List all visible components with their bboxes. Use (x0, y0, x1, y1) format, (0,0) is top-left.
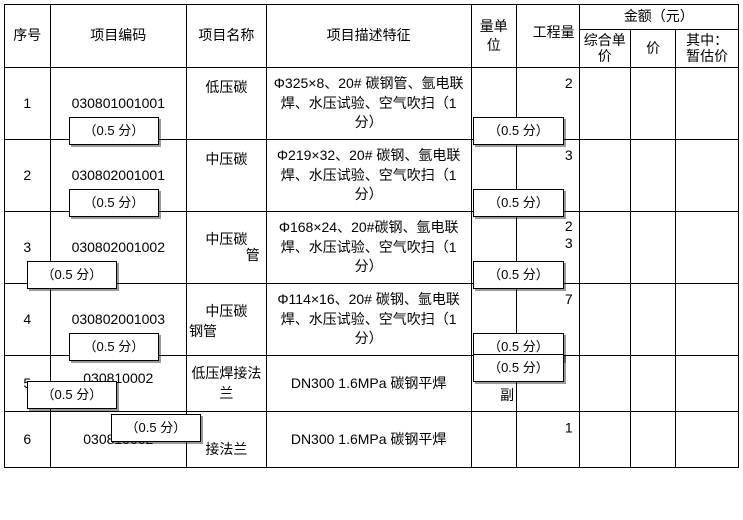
code-text: 030802001001 (72, 167, 165, 183)
table-row: 2 030802001001 （0.5 分） 中压碳 Φ219×32、20# 碳… (5, 140, 739, 212)
cell-est-price (676, 284, 739, 356)
cell-sub-price (630, 68, 676, 140)
table-row: 5 030810002 （0.5 分） 低压焊接法兰 DN300 1.6MPa … (5, 356, 739, 412)
cell-qty: 2 （0.5 分） (517, 68, 580, 140)
cell-comb-price (579, 140, 630, 212)
name-suffix: 钢管 (189, 322, 217, 342)
cell-name: 中压碳 管 (187, 212, 267, 284)
cell-desc: DN300 1.6MPa 碳钢平焊 (266, 412, 471, 468)
cell-qty: （0.5 分） (517, 356, 580, 412)
code-text: 030801001001 (72, 95, 165, 111)
project-table: 序号 项目编码 项目名称 项目描述特征 量单位 工程量 金额（元） 综合单价 价… (4, 4, 739, 468)
score-overlay: （0.5 分） (473, 117, 564, 145)
table-row: 6 030810002 （0.5 分） 接法兰 DN300 1.6MPa 碳钢平… (5, 412, 739, 468)
cell-comb-price (579, 212, 630, 284)
name-suffix: 管 (246, 246, 260, 266)
cell-est-price (676, 356, 739, 412)
header-name: 项目名称 (187, 5, 267, 68)
cell-seq: 2 (5, 140, 51, 212)
score-overlay: （0.5 分） (69, 333, 160, 361)
header-qty: 工程量 (517, 5, 580, 68)
cell-desc: DN300 1.6MPa 碳钢平焊 (266, 356, 471, 412)
cell-est-price (676, 68, 739, 140)
cell-comb-price (579, 284, 630, 356)
cell-sub-price (630, 356, 676, 412)
header-unit: 量单位 (471, 5, 517, 68)
cell-name: 低压碳 (187, 68, 267, 140)
cell-est-price (676, 412, 739, 468)
qty-text: 1 (565, 420, 573, 436)
cell-code: 030801001001 （0.5 分） (50, 68, 187, 140)
cell-seq: 6 (5, 412, 51, 468)
cell-comb-price (579, 412, 630, 468)
cell-qty: 3 （0.5 分） (517, 140, 580, 212)
score-overlay: （0.5 分） (473, 354, 564, 382)
score-overlay: （0.5 分） (473, 189, 564, 217)
name-text: 中压碳 (191, 302, 262, 322)
cell-desc: Φ325×8、20# 碳钢管、氩电联焊、水压试验、空气吹扫（1 分） (266, 68, 471, 140)
header-sub-price: 价 (630, 29, 676, 68)
cell-code: 030810002 （0.5 分） (50, 356, 187, 412)
cell-seq: 1 (5, 68, 51, 140)
cell-code: 030802001002 （0.5 分） (50, 212, 187, 284)
qty-text: 3 (565, 147, 573, 163)
score-overlay: （0.5 分） (69, 117, 160, 145)
code-text: 030802001003 (72, 311, 165, 327)
cell-est-price (676, 212, 739, 284)
cell-name: 中压碳 (187, 140, 267, 212)
table-row: 3 030802001002 （0.5 分） 中压碳 管 Φ168×24、20#… (5, 212, 739, 284)
cell-desc: Φ168×24、20#碳钢、氩电联焊、水压试验、空气吹扫（1 分） (266, 212, 471, 284)
cell-qty: 7 （0.5 分） (517, 284, 580, 356)
cell-seq: 4 (5, 284, 51, 356)
cell-name: 中压碳 钢管 (187, 284, 267, 356)
header-est-price: 其中：暂估价 (676, 29, 739, 68)
table-row: 4 030802001003 （0.5 分） 中压碳 钢管 Φ114×16、20… (5, 284, 739, 356)
cell-sub-price (630, 212, 676, 284)
header-seq: 序号 (5, 5, 51, 68)
qty-text: 7 (565, 291, 573, 307)
score-overlay: （0.5 分） (27, 261, 118, 289)
qty-text: 2 (565, 218, 573, 234)
score-overlay: （0.5 分） (27, 381, 118, 409)
qty-text-2: 3 (565, 235, 573, 251)
cell-comb-price (579, 356, 630, 412)
table-row: 1 030801001001 （0.5 分） 低压碳 Φ325×8、20# 碳钢… (5, 68, 739, 140)
cell-sub-price (630, 284, 676, 356)
cell-name: 低压焊接法兰 (187, 356, 267, 412)
code-text: 030802001002 (72, 239, 165, 255)
header-desc: 项目描述特征 (266, 5, 471, 68)
cell-unit (471, 412, 517, 468)
cell-code: 030802001001 （0.5 分） (50, 140, 187, 212)
cell-sub-price (630, 412, 676, 468)
cell-code: 030802001003 （0.5 分） (50, 284, 187, 356)
qty-text: 2 (565, 75, 573, 91)
cell-desc: Φ114×16、20# 碳钢、氩电联焊、水压试验、空气吹扫（1 分） (266, 284, 471, 356)
cell-comb-price (579, 68, 630, 140)
header-amount-group: 金额（元） (579, 5, 738, 30)
cell-desc: Φ219×32、20# 碳钢、氩电联焊、水压试验、空气吹扫（1 分） (266, 140, 471, 212)
score-overlay: （0.5 分） (473, 261, 564, 289)
cell-est-price (676, 140, 739, 212)
score-overlay: （0.5 分） (111, 414, 202, 442)
header-comb-price: 综合单价 (579, 29, 630, 68)
score-overlay: （0.5 分） (69, 189, 160, 217)
header-code: 项目编码 (50, 5, 187, 68)
cell-qty: 2 3 （0.5 分） (517, 212, 580, 284)
cell-sub-price (630, 140, 676, 212)
cell-qty: 1 (517, 412, 580, 468)
cell-code: 030810002 （0.5 分） (50, 412, 187, 468)
